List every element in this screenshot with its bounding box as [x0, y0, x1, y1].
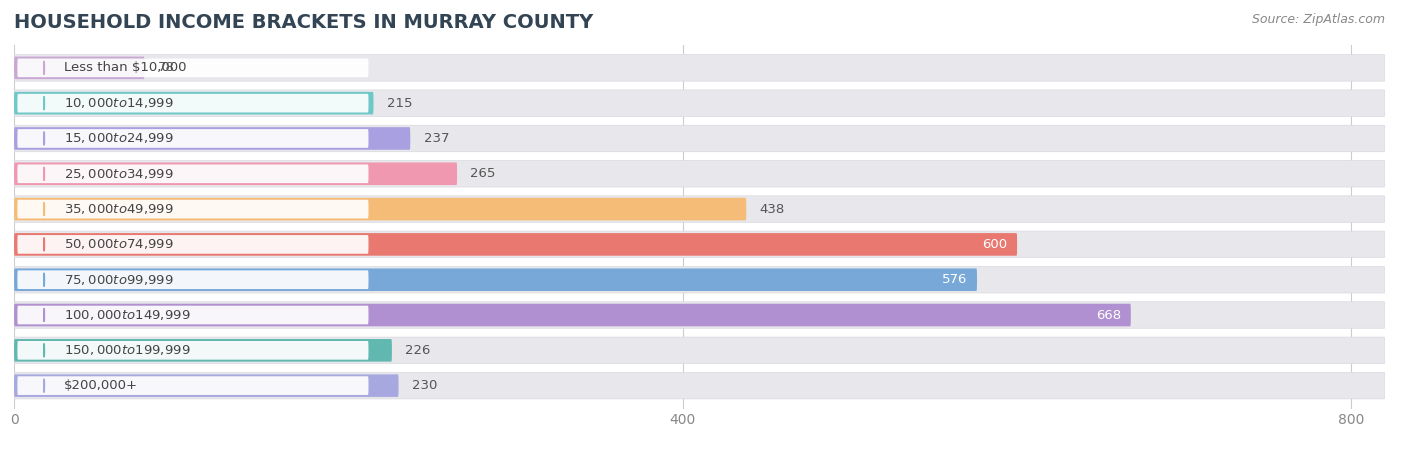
FancyBboxPatch shape: [14, 374, 398, 397]
Text: HOUSEHOLD INCOME BRACKETS IN MURRAY COUNTY: HOUSEHOLD INCOME BRACKETS IN MURRAY COUN…: [14, 13, 593, 32]
Text: 438: 438: [759, 202, 785, 216]
Text: 215: 215: [387, 97, 412, 110]
Text: 600: 600: [981, 238, 1007, 251]
FancyBboxPatch shape: [14, 233, 1017, 255]
Text: $200,000+: $200,000+: [65, 379, 138, 392]
Text: 576: 576: [942, 273, 967, 286]
Text: 237: 237: [423, 132, 449, 145]
FancyBboxPatch shape: [14, 339, 392, 361]
FancyBboxPatch shape: [14, 269, 977, 291]
FancyBboxPatch shape: [14, 198, 747, 220]
FancyBboxPatch shape: [14, 125, 1385, 152]
FancyBboxPatch shape: [14, 92, 374, 114]
Text: $25,000 to $34,999: $25,000 to $34,999: [65, 167, 174, 181]
FancyBboxPatch shape: [17, 306, 368, 324]
FancyBboxPatch shape: [17, 129, 368, 148]
FancyBboxPatch shape: [14, 302, 1385, 328]
Text: $15,000 to $24,999: $15,000 to $24,999: [65, 132, 174, 145]
Text: Source: ZipAtlas.com: Source: ZipAtlas.com: [1251, 13, 1385, 26]
FancyBboxPatch shape: [14, 231, 1385, 258]
Text: $35,000 to $49,999: $35,000 to $49,999: [65, 202, 174, 216]
FancyBboxPatch shape: [17, 200, 368, 218]
FancyBboxPatch shape: [14, 90, 1385, 116]
Text: $100,000 to $149,999: $100,000 to $149,999: [65, 308, 191, 322]
Text: 265: 265: [471, 167, 496, 180]
FancyBboxPatch shape: [14, 127, 411, 150]
FancyBboxPatch shape: [14, 337, 1385, 364]
FancyBboxPatch shape: [14, 266, 1385, 293]
FancyBboxPatch shape: [14, 163, 457, 185]
Text: 230: 230: [412, 379, 437, 392]
FancyBboxPatch shape: [14, 55, 1385, 81]
FancyBboxPatch shape: [17, 164, 368, 183]
Text: 78: 78: [157, 62, 174, 75]
Text: 226: 226: [405, 344, 430, 357]
Text: $75,000 to $99,999: $75,000 to $99,999: [65, 273, 174, 287]
FancyBboxPatch shape: [14, 161, 1385, 187]
Text: 668: 668: [1095, 308, 1121, 321]
FancyBboxPatch shape: [17, 94, 368, 113]
Text: $150,000 to $199,999: $150,000 to $199,999: [65, 343, 191, 357]
Text: Less than $10,000: Less than $10,000: [65, 62, 187, 75]
FancyBboxPatch shape: [17, 270, 368, 289]
FancyBboxPatch shape: [17, 58, 368, 77]
FancyBboxPatch shape: [17, 341, 368, 360]
Text: $10,000 to $14,999: $10,000 to $14,999: [65, 96, 174, 110]
Text: $50,000 to $74,999: $50,000 to $74,999: [65, 238, 174, 251]
FancyBboxPatch shape: [17, 235, 368, 254]
FancyBboxPatch shape: [14, 57, 145, 79]
FancyBboxPatch shape: [14, 304, 1130, 326]
FancyBboxPatch shape: [17, 376, 368, 395]
FancyBboxPatch shape: [14, 372, 1385, 399]
FancyBboxPatch shape: [14, 196, 1385, 222]
